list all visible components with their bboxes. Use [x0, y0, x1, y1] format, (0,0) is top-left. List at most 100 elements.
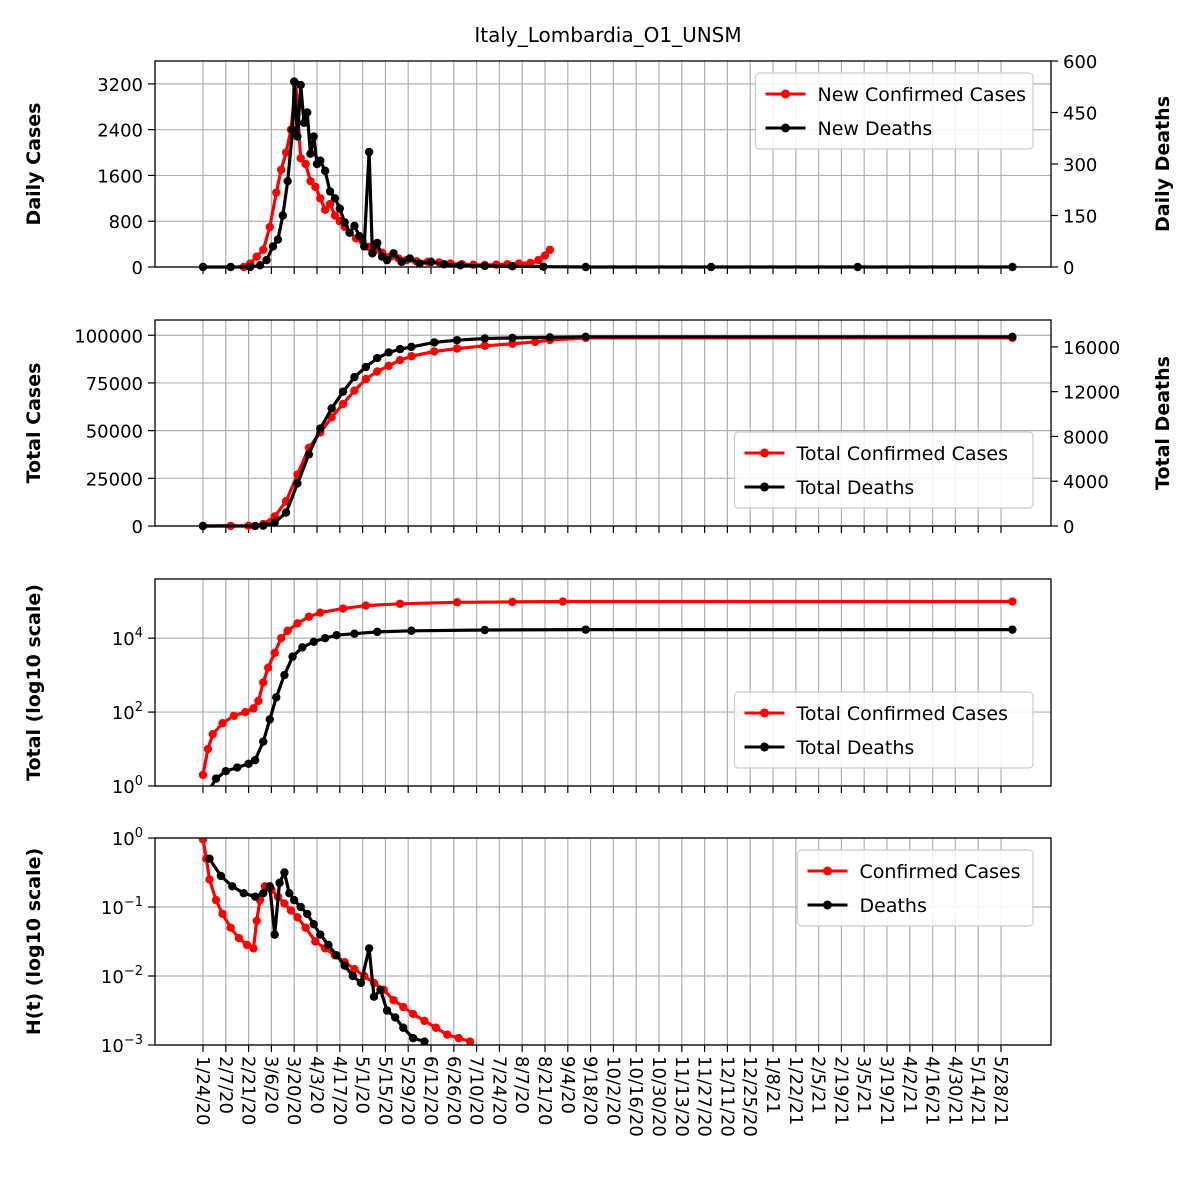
cases-series-point	[454, 1033, 463, 1043]
deaths-series-point	[278, 211, 287, 220]
deaths-series-point	[306, 149, 315, 158]
hazard-panel: 100 10−1 10−2 10−3 H(t) (log10 scale) Confirm…	[23, 826, 1052, 1057]
deaths-series-point	[316, 156, 325, 165]
cases-series-point	[218, 718, 227, 728]
deaths-series-point	[309, 132, 318, 141]
cases-series-point	[465, 1037, 475, 1045]
cases-series-point	[263, 663, 273, 672]
deaths-series-point	[369, 992, 379, 1001]
cases-series-point	[452, 344, 462, 353]
deaths-series-point	[239, 889, 248, 898]
cases-series-point	[316, 608, 325, 617]
cases-series-point	[531, 337, 540, 347]
deaths-series-point	[330, 194, 340, 203]
deaths-series-point	[250, 755, 260, 765]
deaths-series-point	[275, 878, 284, 888]
deaths-series-point	[452, 335, 462, 345]
deaths-series-point	[283, 176, 292, 186]
deaths-series-point	[373, 353, 382, 363]
cases-series-point	[242, 940, 252, 950]
cases-series-point	[399, 1002, 408, 1012]
y-tick-label: 2400	[97, 121, 143, 142]
cases-series-point	[301, 923, 310, 932]
deaths-series-point	[382, 1006, 392, 1015]
deaths-series-point	[303, 909, 312, 919]
deaths-series-point	[373, 627, 382, 637]
y-tick-label: 104	[112, 626, 143, 650]
x-tick-label: 5/14/21	[967, 1056, 988, 1125]
x-tick-label: 5/28/21	[990, 1056, 1011, 1125]
cases-series-point	[283, 626, 292, 635]
deaths-series-point	[356, 978, 366, 988]
cases-series-point	[508, 597, 517, 607]
deaths-series-point	[1008, 625, 1017, 634]
deaths-series-point	[364, 147, 374, 157]
deaths-series-point	[364, 944, 374, 953]
deaths-series-point	[259, 737, 268, 746]
daily-panel: 0 800 1600 2400 3200 0 150 300 450 600 Daily Cases…	[23, 52, 1174, 279]
cases-series-point	[320, 205, 330, 214]
deaths-series-point	[348, 971, 358, 981]
legend-box	[796, 849, 1034, 927]
deaths-series-point	[361, 362, 371, 372]
deaths-series-point	[415, 259, 424, 268]
legend-marker	[823, 900, 832, 910]
axes-frame	[154, 578, 1052, 787]
x-tick-label: 9/18/20	[580, 1056, 601, 1125]
deaths-series-point	[205, 854, 214, 863]
deaths-series-point	[480, 625, 489, 635]
x-tick-label: 1/22/21	[785, 1056, 806, 1125]
deaths-series-point	[262, 255, 271, 265]
y-axis-label: Daily Cases	[23, 103, 45, 226]
deaths-series-point	[373, 238, 382, 248]
cases-series-point	[540, 251, 550, 260]
deaths-series-point	[309, 920, 318, 929]
axes-frame	[154, 319, 1052, 527]
cases-series-point	[480, 341, 489, 350]
total-panel: 0 25000 50000 75000 100000 0 4000 8000 12000 1600…	[23, 319, 1174, 538]
y-tick-label: 100	[112, 774, 143, 798]
cases-series-point	[545, 245, 555, 255]
deaths-series-point	[221, 767, 230, 776]
axes-frame	[154, 60, 1052, 268]
cases-series-point	[431, 1023, 441, 1032]
deaths-series-point	[304, 450, 314, 459]
cases-series-point	[281, 148, 291, 157]
x-tick-label: 4/3/20	[306, 1056, 327, 1114]
deaths-series-point	[270, 930, 279, 939]
y-tick-label: 10−2	[101, 964, 143, 988]
legend-marker	[760, 448, 769, 458]
deaths-series-point	[426, 257, 436, 267]
y2-tick-label: 12000	[1063, 383, 1120, 404]
deaths-series-point	[288, 125, 297, 134]
deaths-series-point	[265, 882, 274, 891]
x-tick-label: 7/10/20	[466, 1056, 487, 1125]
cases-series-point	[384, 361, 393, 370]
legend-label: Total Deaths	[796, 737, 915, 759]
deaths-series-point	[228, 882, 237, 891]
y-tick-label: 0	[132, 517, 143, 538]
cases-series-point	[205, 875, 214, 884]
deaths-series-point	[420, 1037, 429, 1045]
deaths-series-point	[268, 242, 278, 251]
deaths-series-point	[405, 254, 415, 263]
y2-tick-label: 450	[1063, 104, 1097, 125]
cases-series-point	[389, 995, 398, 1005]
y-tick-label: 25000	[86, 469, 143, 490]
legend-box	[733, 691, 1034, 769]
deaths-series-point	[303, 108, 312, 117]
deaths-series-point	[280, 868, 289, 877]
cases-series-point	[338, 399, 348, 409]
legend-label: New Confirmed Cases	[818, 84, 1027, 106]
cases-series-point	[249, 944, 258, 953]
deaths-series-point	[285, 889, 294, 898]
cases-series-point	[276, 633, 286, 643]
deaths-series-point	[508, 333, 517, 343]
x-tick-label: 2/7/20	[215, 1056, 236, 1114]
deaths-series-point	[335, 204, 344, 213]
y2-tick-label: 600	[1063, 52, 1097, 73]
deaths-series-point	[368, 249, 377, 258]
cases-series-point	[265, 222, 274, 232]
y-tick-label: 100000	[74, 326, 143, 347]
y-tick-label: 800	[109, 212, 143, 233]
